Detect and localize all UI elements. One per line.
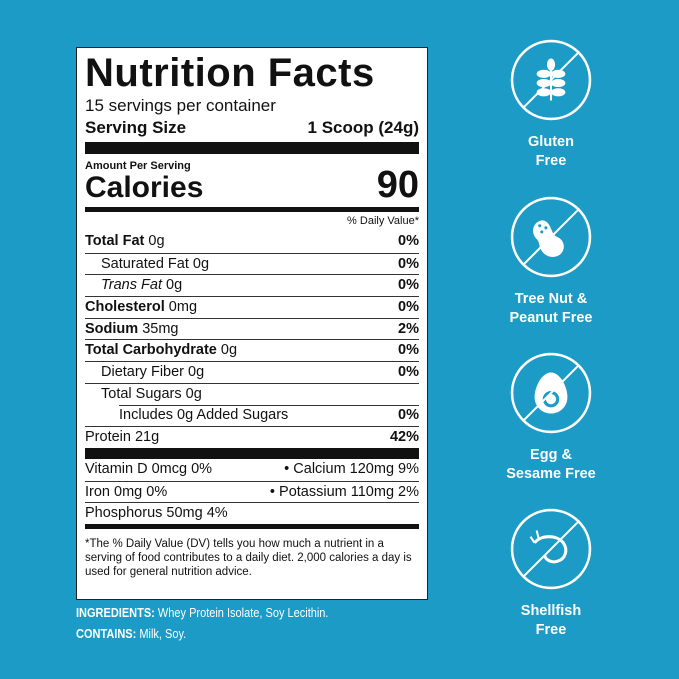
shrimp-icon <box>510 508 592 590</box>
badge-label: Shellfish Free <box>520 603 582 638</box>
nutrient-dv: 42% <box>389 429 419 446</box>
badge-label: Gluten Free <box>528 134 574 169</box>
dv-header: % Daily Value* <box>347 215 419 227</box>
vitamin-left: Phosphorus 50mg 4% <box>85 505 228 522</box>
ingredients-line: INGREDIENTS: Whey Protein Isolate, Soy L… <box>76 606 329 620</box>
nutrient-dv: 2% <box>398 320 419 337</box>
nutrient-row: Total Carbohydrate 0g 0% <box>85 339 419 361</box>
vitamin-right: • Calcium 120mg 9% <box>284 460 419 477</box>
allergen-badge: Tree Nut & Peanut Free <box>491 196 611 328</box>
allergen-badge: Gluten Free <box>491 39 611 171</box>
badge-label: Tree Nut & Peanut Free <box>509 291 593 326</box>
vitamin-row: Iron 0mg 0% • Potassium 110mg 2% <box>85 480 419 503</box>
calories-row: Calories 90 <box>85 164 419 206</box>
vitamin-row: Phosphorus 50mg 4% <box>85 502 419 524</box>
nutrient-dv: 0% <box>398 342 419 359</box>
nutrient-row: Includes 0g Added Sugars 0% <box>85 404 419 427</box>
calories-label: Calories <box>85 171 204 204</box>
vitamin-left: Iron 0mg 0% <box>85 483 168 500</box>
nutrient-name: Total Fat 0g <box>85 233 165 249</box>
allergen-badge: Shellfish Free <box>491 508 611 640</box>
serving-size-row: Serving Size 1 Scoop (24g) <box>85 117 419 139</box>
medium-divider <box>85 207 419 212</box>
nutrient-dv: 0% <box>398 364 419 381</box>
nutrient-dv: 0% <box>398 233 419 249</box>
footnote: *The % Daily Value (DV) tells you how mu… <box>85 537 412 578</box>
wheat-icon <box>510 39 592 121</box>
peanut-icon <box>510 196 592 278</box>
nutrient-name: Sodium 35mg <box>85 320 179 337</box>
nutrient-dv: 0% <box>398 406 419 423</box>
ingredients-block: INGREDIENTS: Whey Protein Isolate, Soy L… <box>76 603 328 645</box>
serving-size-value: 1 Scoop (24g) <box>307 118 419 137</box>
egg-icon <box>510 352 592 434</box>
allergen-badge: Egg & Sesame Free <box>491 352 611 484</box>
serving-size-label: Serving Size <box>85 118 187 137</box>
vitamin-right: • Potassium 110mg 2% <box>269 483 419 500</box>
nutrient-name: Total Sugars 0g <box>101 385 202 402</box>
nutrient-name: Trans Fat 0g <box>101 277 183 294</box>
contains-line: CONTAINS: Milk, Soy. <box>76 627 187 641</box>
label-title: Nutrition Facts <box>85 51 375 95</box>
nutrient-row: Dietary Fiber 0g 0% <box>85 361 419 383</box>
nutrient-dv: 0% <box>398 299 419 316</box>
servings-per-container: 15 servings per container <box>85 96 276 115</box>
nutrient-name: Protein 21g <box>85 429 160 446</box>
nutrient-dv: 0% <box>398 255 419 272</box>
vitamin-row: Vitamin D 0mcg 0% • Calcium 120mg 9% <box>85 459 419 481</box>
nutrient-name: Includes 0g Added Sugars <box>119 406 289 423</box>
nutrient-dv: 0% <box>398 277 419 294</box>
nutrient-name: Saturated Fat 0g <box>101 255 210 272</box>
nutrient-row: Trans Fat 0g 0% <box>85 274 419 296</box>
nutrient-row: Total Sugars 0g <box>85 382 419 405</box>
nutrition-facts-label: Nutrition Facts 15 servings per containe… <box>76 47 428 600</box>
nutrient-name: Total Carbohydrate 0g <box>85 342 238 359</box>
badge-label: Egg & Sesame Free <box>506 447 596 482</box>
nutrient-name: Cholesterol 0mg <box>85 299 198 316</box>
thick-divider <box>85 447 419 459</box>
nutrient-row: Protein 21g 42% <box>85 426 419 448</box>
calories-value: 90 <box>376 164 419 206</box>
nutrient-row: Sodium 35mg 2% <box>85 317 419 340</box>
thick-divider <box>85 142 419 154</box>
vitamin-left: Vitamin D 0mcg 0% <box>85 460 213 477</box>
amount-per-serving: Amount Per Serving <box>85 160 191 172</box>
nutrient-row: Total Fat 0g 0% <box>85 231 419 253</box>
medium-divider <box>85 523 419 529</box>
nutrient-row: Saturated Fat 0g 0% <box>85 252 419 275</box>
nutrient-row: Cholesterol 0mg 0% <box>85 296 419 318</box>
nutrient-name: Dietary Fiber 0g <box>101 364 205 381</box>
